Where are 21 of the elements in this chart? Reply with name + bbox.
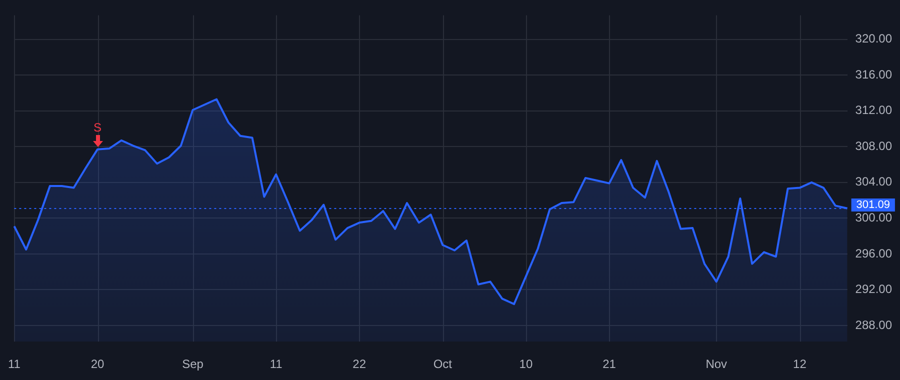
annotation: S xyxy=(94,120,102,135)
y-tick-label: 304.00 xyxy=(855,174,892,189)
y-tick-label: 296.00 xyxy=(855,246,892,260)
y-tick-label: 320.00 xyxy=(855,32,892,46)
x-tick-label: 22 xyxy=(352,357,366,372)
ref-line-label: 301.09 xyxy=(856,198,890,211)
x-tick-label: 11 xyxy=(8,357,21,372)
x-tick-label: 10 xyxy=(519,357,533,372)
y-tick-label: 316.00 xyxy=(855,67,892,82)
x-tick-label: Sep xyxy=(182,357,204,372)
x-tick-label: 11 xyxy=(270,357,283,372)
y-tick-label: 300.00 xyxy=(855,210,892,225)
y-tick-label: 292.00 xyxy=(855,282,892,296)
x-tick-label: Oct xyxy=(433,357,453,372)
x-tick-label: 12 xyxy=(793,357,807,372)
x-tick-label: 21 xyxy=(602,357,616,372)
x-tick-label: Nov xyxy=(706,357,728,372)
y-tick-label: 288.00 xyxy=(855,318,892,332)
y-tick-label: 312.00 xyxy=(855,103,892,118)
y-tick-label: 308.00 xyxy=(855,138,892,153)
x-tick-label: 20 xyxy=(90,357,105,372)
